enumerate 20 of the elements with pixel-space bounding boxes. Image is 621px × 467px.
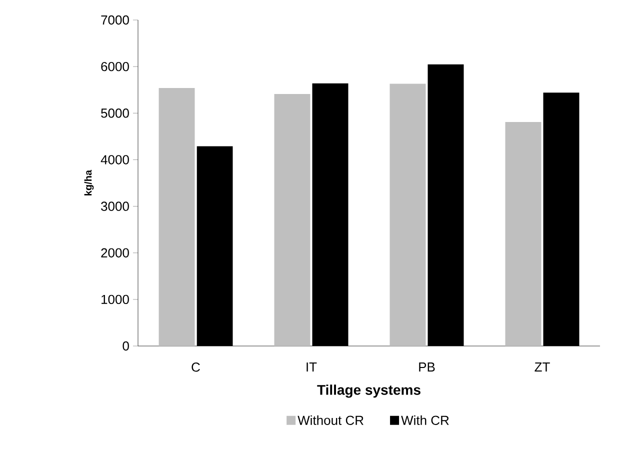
y-tick-label: 6000 (101, 62, 129, 72)
x-axis-title: Tillage systems (317, 384, 420, 398)
legend-label: With CR (401, 415, 449, 425)
y-tick-label: 2000 (101, 248, 129, 258)
y-tick-label: 4000 (100, 155, 129, 164)
x-tick-label: ZT (534, 362, 550, 372)
bar (158, 88, 195, 346)
y-axis-title: kg/ha (84, 170, 94, 196)
y-tick-label: 3000 (101, 202, 129, 211)
y-tick-label: 7000 (101, 15, 129, 25)
y-tick-label: 5000 (101, 108, 129, 118)
y-tick-label: 0 (122, 341, 129, 351)
legend-label: Without CR (298, 415, 364, 425)
x-tick-label: C (192, 362, 200, 372)
x-tick-label: IT (306, 362, 317, 372)
bar (274, 94, 310, 346)
x-tick-label: PB (419, 362, 435, 372)
y-tick-label: 1000 (102, 294, 129, 304)
bar (505, 122, 542, 346)
bar (390, 84, 426, 346)
